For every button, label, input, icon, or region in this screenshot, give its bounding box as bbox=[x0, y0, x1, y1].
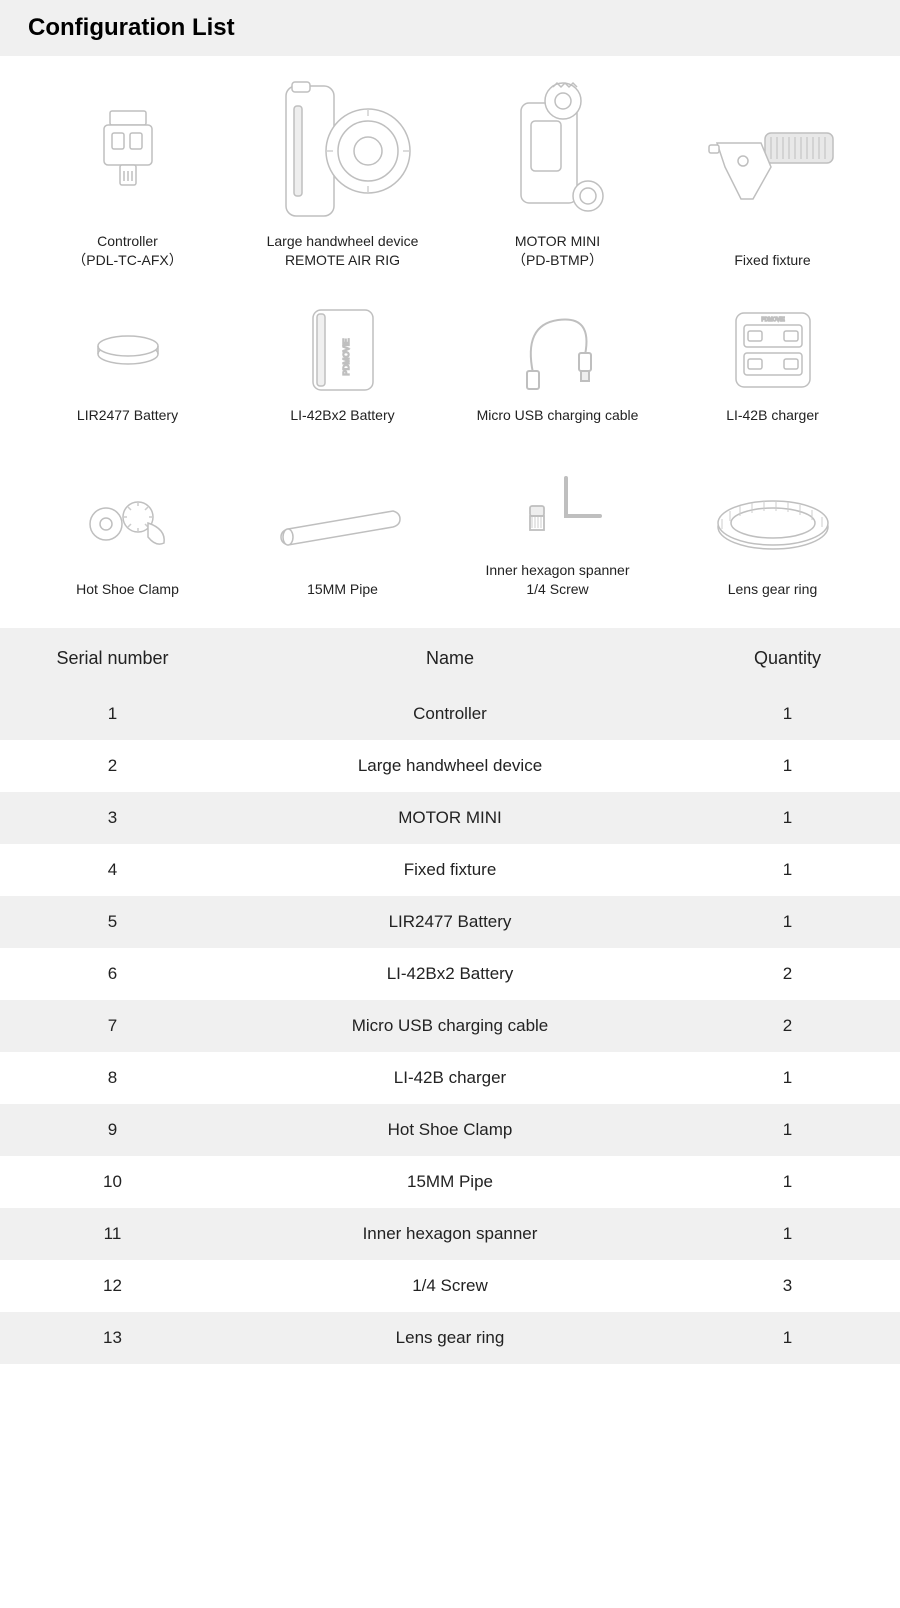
table-row: 5LIR2477 Battery1 bbox=[0, 896, 900, 948]
table-row: 13Lens gear ring1 bbox=[0, 1312, 900, 1364]
grid-item-label: LIR2477 Battery bbox=[77, 406, 178, 425]
table-cell: LIR2477 Battery bbox=[225, 912, 675, 932]
table-cell: 1 bbox=[675, 1172, 900, 1192]
grid-item: Micro USB charging cable bbox=[450, 300, 665, 425]
table-header-cell: Quantity bbox=[675, 648, 900, 669]
grid-item: PDMOVIE LI-42B charger bbox=[665, 300, 880, 425]
grid-item-label: Inner hexagon spanner 1/4 Screw bbox=[486, 561, 630, 599]
handwheel-icon bbox=[268, 76, 418, 226]
table-row: 9Hot Shoe Clamp1 bbox=[0, 1104, 900, 1156]
table-cell: 3 bbox=[0, 808, 225, 828]
table-body: 1Controller12Large handwheel device13MOT… bbox=[0, 688, 900, 1364]
table-cell: 1 bbox=[675, 1120, 900, 1140]
coin-battery-icon bbox=[93, 300, 163, 400]
table-cell: 15MM Pipe bbox=[225, 1172, 675, 1192]
table-cell: Lens gear ring bbox=[225, 1328, 675, 1348]
table-cell: 2 bbox=[675, 964, 900, 984]
grid-item: 15MM Pipe bbox=[235, 455, 450, 599]
grid-item: LIR2477 Battery bbox=[20, 300, 235, 425]
hex-spanner-icon bbox=[508, 455, 608, 555]
gear-ring-icon bbox=[708, 474, 838, 574]
table-cell: 13 bbox=[0, 1328, 225, 1348]
table-cell: 1 bbox=[0, 704, 225, 724]
grid-item: MOTOR MINI （PD-BTMP） bbox=[450, 76, 665, 270]
table-cell: 1 bbox=[675, 756, 900, 776]
grid-item-label: Fixed fixture bbox=[734, 251, 810, 270]
table-cell: 6 bbox=[0, 964, 225, 984]
specification-table: Serial number Name Quantity 1Controller1… bbox=[0, 628, 900, 1364]
svg-text:PDMOVIE: PDMOVIE bbox=[342, 339, 351, 376]
table-cell: 1/4 Screw bbox=[225, 1276, 675, 1296]
table-row: 3MOTOR MINI1 bbox=[0, 792, 900, 844]
table-header-cell: Name bbox=[225, 648, 675, 669]
table-cell: LI-42B charger bbox=[225, 1068, 675, 1088]
table-cell: 10 bbox=[0, 1172, 225, 1192]
grid-item-label: Large handwheel device REMOTE AIR RIG bbox=[267, 232, 419, 270]
grid-item: Controller （PDL-TC-AFX） bbox=[20, 76, 235, 270]
grid-item-label: Controller （PDL-TC-AFX） bbox=[72, 232, 182, 270]
table-cell: 8 bbox=[0, 1068, 225, 1088]
grid-item-label: Hot Shoe Clamp bbox=[76, 580, 179, 599]
table-cell: 2 bbox=[0, 756, 225, 776]
table-cell: 1 bbox=[675, 808, 900, 828]
table-cell: 7 bbox=[0, 1016, 225, 1036]
table-row: 1015MM Pipe1 bbox=[0, 1156, 900, 1208]
grid-item-label: 15MM Pipe bbox=[307, 580, 378, 599]
table-cell: 1 bbox=[675, 704, 900, 724]
product-grid: Controller （PDL-TC-AFX） bbox=[0, 56, 900, 628]
table-cell: 1 bbox=[675, 1328, 900, 1348]
table-row: 11Inner hexagon spanner1 bbox=[0, 1208, 900, 1260]
table-cell: Fixed fixture bbox=[225, 860, 675, 880]
table-cell: 3 bbox=[675, 1276, 900, 1296]
table-cell: 9 bbox=[0, 1120, 225, 1140]
table-cell: 1 bbox=[675, 912, 900, 932]
table-cell: 12 bbox=[0, 1276, 225, 1296]
table-header-cell: Serial number bbox=[0, 648, 225, 669]
table-cell: Inner hexagon spanner bbox=[225, 1224, 675, 1244]
grid-item: Fixed fixture bbox=[665, 76, 880, 270]
table-row: 6LI-42Bx2 Battery2 bbox=[0, 948, 900, 1000]
table-row: 121/4 Screw3 bbox=[0, 1260, 900, 1312]
grid-item: PDMOVIE LI-42Bx2 Battery bbox=[235, 300, 450, 425]
grid-item-label: LI-42B charger bbox=[726, 406, 819, 425]
table-cell: 1 bbox=[675, 1224, 900, 1244]
table-cell: MOTOR MINI bbox=[225, 808, 675, 828]
table-cell: 1 bbox=[675, 1068, 900, 1088]
grid-item-label: MOTOR MINI （PD-BTMP） bbox=[512, 232, 603, 270]
table-cell: 1 bbox=[675, 860, 900, 880]
table-row: 7Micro USB charging cable2 bbox=[0, 1000, 900, 1052]
table-row: 4Fixed fixture1 bbox=[0, 844, 900, 896]
table-row: 2Large handwheel device1 bbox=[0, 740, 900, 792]
grid-item-label: LI-42Bx2 Battery bbox=[290, 406, 394, 425]
motor-icon bbox=[503, 76, 613, 226]
charger-icon: PDMOVIE bbox=[728, 300, 818, 400]
usb-cable-icon bbox=[503, 300, 613, 400]
table-cell: Large handwheel device bbox=[225, 756, 675, 776]
table-cell: Controller bbox=[225, 704, 675, 724]
grid-item-label: Lens gear ring bbox=[728, 580, 818, 599]
table-cell: 2 bbox=[675, 1016, 900, 1036]
clamp-icon bbox=[78, 474, 178, 574]
table-cell: LI-42Bx2 Battery bbox=[225, 964, 675, 984]
grid-item: Lens gear ring bbox=[665, 455, 880, 599]
battery-icon: PDMOVIE bbox=[303, 300, 383, 400]
grid-item: Inner hexagon spanner 1/4 Screw bbox=[450, 455, 665, 599]
controller-icon bbox=[98, 76, 158, 226]
table-cell: 11 bbox=[0, 1224, 225, 1244]
table-row: 8LI-42B charger1 bbox=[0, 1052, 900, 1104]
table-header: Serial number Name Quantity bbox=[0, 628, 900, 688]
table-row: 1Controller1 bbox=[0, 688, 900, 740]
svg-text:PDMOVIE: PDMOVIE bbox=[761, 317, 785, 323]
fixture-icon bbox=[703, 95, 843, 245]
table-cell: 4 bbox=[0, 860, 225, 880]
table-cell: Micro USB charging cable bbox=[225, 1016, 675, 1036]
grid-item: Large handwheel device REMOTE AIR RIG bbox=[235, 76, 450, 270]
grid-item-label: Micro USB charging cable bbox=[477, 406, 639, 425]
table-cell: Hot Shoe Clamp bbox=[225, 1120, 675, 1140]
page-title: Configuration List bbox=[0, 0, 900, 56]
grid-item: Hot Shoe Clamp bbox=[20, 455, 235, 599]
pipe-icon bbox=[278, 474, 408, 574]
table-cell: 5 bbox=[0, 912, 225, 932]
